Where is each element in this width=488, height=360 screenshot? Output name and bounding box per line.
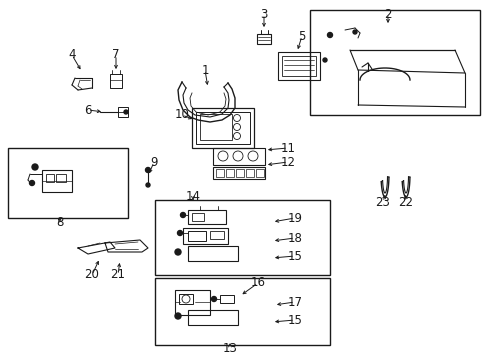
Circle shape bbox=[323, 58, 326, 62]
Text: 11: 11 bbox=[280, 141, 295, 154]
Text: 15: 15 bbox=[287, 249, 302, 262]
Circle shape bbox=[124, 110, 128, 114]
Circle shape bbox=[327, 32, 332, 37]
Circle shape bbox=[175, 313, 181, 319]
Bar bbox=[200, 114, 231, 140]
Bar bbox=[256, 169, 264, 177]
Bar bbox=[192, 213, 203, 221]
Text: 4: 4 bbox=[68, 49, 76, 62]
Text: 3: 3 bbox=[260, 8, 267, 21]
Circle shape bbox=[175, 249, 181, 255]
Text: 23: 23 bbox=[375, 195, 389, 208]
Text: 9: 9 bbox=[150, 156, 158, 168]
Bar bbox=[118, 107, 128, 117]
Bar bbox=[257, 34, 270, 44]
Bar bbox=[179, 294, 193, 304]
Bar bbox=[187, 210, 225, 224]
Bar bbox=[192, 108, 253, 148]
Bar bbox=[213, 148, 264, 165]
Bar bbox=[56, 174, 66, 182]
Bar bbox=[155, 278, 329, 345]
Bar bbox=[309, 10, 479, 115]
Bar bbox=[187, 246, 238, 261]
Bar bbox=[278, 52, 319, 80]
Bar bbox=[46, 174, 54, 182]
Bar bbox=[196, 112, 249, 144]
Bar bbox=[110, 74, 122, 88]
Circle shape bbox=[352, 30, 356, 34]
Text: 18: 18 bbox=[287, 231, 302, 244]
Circle shape bbox=[211, 297, 216, 302]
Bar bbox=[42, 170, 72, 192]
Text: 17: 17 bbox=[287, 296, 302, 309]
Text: 13: 13 bbox=[222, 342, 237, 355]
Circle shape bbox=[177, 230, 182, 235]
Circle shape bbox=[145, 167, 150, 172]
Bar bbox=[245, 169, 253, 177]
Bar bbox=[155, 200, 329, 275]
Text: 7: 7 bbox=[112, 49, 120, 62]
Text: 16: 16 bbox=[250, 276, 265, 289]
Circle shape bbox=[180, 212, 185, 217]
Text: 15: 15 bbox=[287, 314, 302, 327]
Text: 2: 2 bbox=[384, 8, 391, 21]
Circle shape bbox=[29, 180, 35, 185]
Text: 19: 19 bbox=[287, 211, 302, 225]
Bar bbox=[225, 169, 234, 177]
Bar bbox=[183, 228, 227, 244]
Text: 12: 12 bbox=[280, 156, 295, 168]
Bar bbox=[187, 310, 238, 325]
Text: 22: 22 bbox=[398, 195, 413, 208]
Bar bbox=[8, 148, 128, 218]
Bar bbox=[213, 167, 264, 179]
Text: 14: 14 bbox=[185, 190, 200, 203]
Bar bbox=[175, 290, 209, 315]
Bar bbox=[216, 169, 224, 177]
Text: 1: 1 bbox=[201, 63, 208, 77]
Text: 20: 20 bbox=[84, 269, 99, 282]
Bar bbox=[282, 56, 315, 76]
Circle shape bbox=[146, 183, 150, 187]
Bar bbox=[236, 169, 244, 177]
Text: 5: 5 bbox=[298, 30, 305, 42]
Bar bbox=[209, 231, 224, 239]
Circle shape bbox=[32, 164, 38, 170]
Bar bbox=[220, 295, 234, 303]
Text: 8: 8 bbox=[56, 216, 63, 229]
Text: 21: 21 bbox=[110, 269, 125, 282]
Bar bbox=[187, 231, 205, 241]
Text: 10: 10 bbox=[174, 108, 189, 122]
Text: 6: 6 bbox=[84, 104, 92, 117]
